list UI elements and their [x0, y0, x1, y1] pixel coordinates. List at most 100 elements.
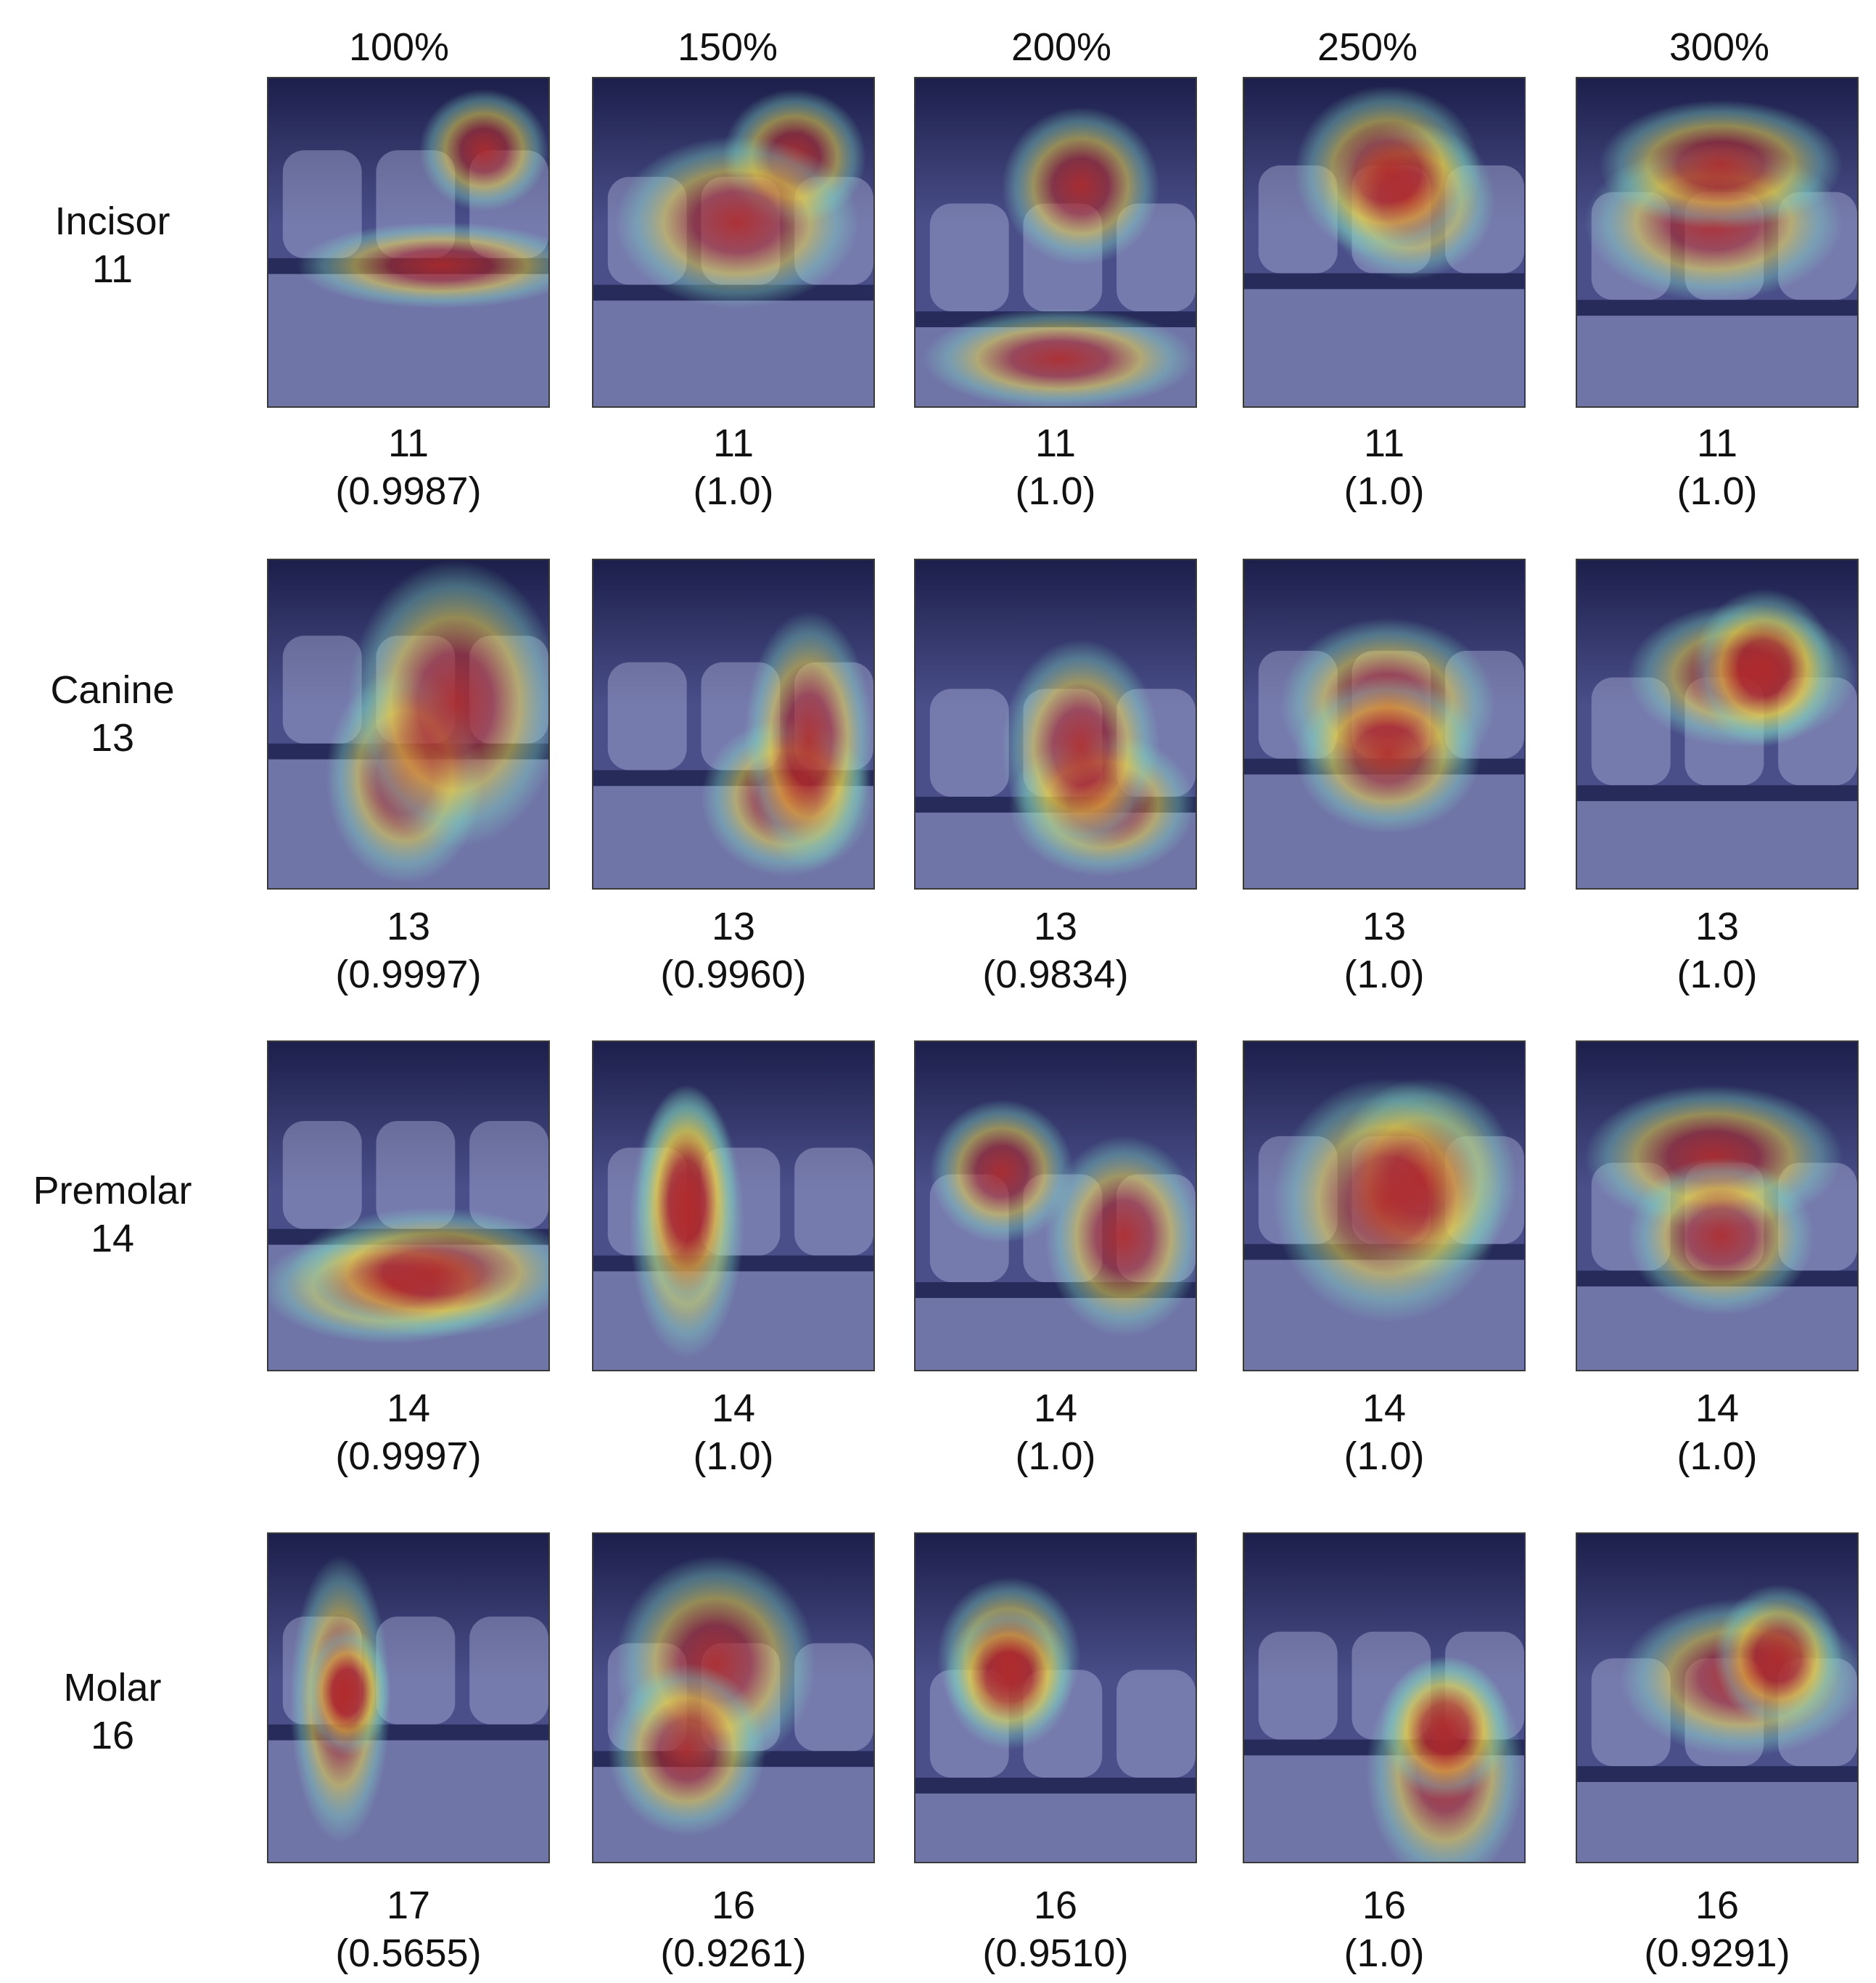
prediction-confidence: (0.9997) — [335, 1434, 482, 1478]
gradcam-heatmap-tile — [1576, 77, 1859, 408]
column-header-100: 100% — [348, 25, 450, 69]
prediction-confidence: (0.9261) — [660, 1931, 807, 1975]
heat-spot — [1714, 1584, 1843, 1728]
column-header-200: 200% — [1011, 25, 1112, 69]
occlusal-gap — [1577, 785, 1857, 802]
column-header-150: 150% — [677, 25, 778, 69]
tooth-silhouette — [1258, 1631, 1338, 1740]
row-tooth-number: 13 — [90, 716, 135, 760]
row-tooth-number: 11 — [91, 247, 133, 291]
heatmap-image — [268, 1534, 548, 1862]
heatmap-image — [1244, 1534, 1524, 1862]
tooth-silhouette — [607, 662, 687, 771]
prediction-confidence: (1.0) — [1677, 1434, 1758, 1478]
heat-spot — [922, 308, 1196, 406]
heatmap-image — [268, 560, 548, 888]
tooth-silhouette — [929, 689, 1009, 797]
lower-teeth — [1577, 801, 1857, 888]
lower-teeth — [1577, 1781, 1857, 1862]
heatmap-image — [916, 78, 1196, 406]
gradcam-heatmap-tile — [592, 77, 875, 408]
prediction-confidence: (1.0) — [1344, 469, 1425, 513]
heatmap-image — [1244, 78, 1524, 406]
gradcam-heatmap-tile — [267, 1040, 550, 1371]
gradcam-heatmap-tile — [1576, 1532, 1859, 1863]
heatmap-image — [268, 78, 548, 406]
heatmap-image — [1577, 78, 1857, 406]
heatmap-image — [1244, 560, 1524, 888]
prediction-confidence: (1.0) — [1015, 469, 1096, 513]
predicted-tooth: 13 — [1695, 905, 1740, 948]
tooth-silhouette — [376, 1616, 456, 1725]
predicted-tooth: 16 — [711, 1884, 756, 1927]
heat-spot — [297, 222, 548, 309]
predicted-tooth: 13 — [711, 905, 756, 948]
heatmap-image — [593, 1042, 873, 1370]
prediction-caption: 11 (1.0) — [914, 419, 1197, 515]
heatmap-image — [1577, 1042, 1857, 1370]
tooth-silhouette — [282, 150, 362, 258]
heatmap-image — [916, 1534, 1196, 1862]
heat-spot — [744, 610, 873, 870]
tooth-silhouette — [282, 1121, 362, 1229]
predicted-tooth: 16 — [1362, 1884, 1407, 1927]
prediction-caption: 14 (1.0) — [1576, 1384, 1859, 1480]
heatmap-image — [268, 1042, 548, 1370]
tooth-silhouette — [376, 1121, 456, 1229]
occlusal-gap — [1244, 273, 1524, 290]
heat-spot — [1692, 588, 1836, 747]
prediction-caption: 13 (1.0) — [1576, 903, 1859, 998]
tooth-silhouette — [794, 1147, 873, 1256]
predicted-tooth: 14 — [1033, 1387, 1078, 1430]
prediction-confidence: (1.0) — [693, 1434, 774, 1478]
predicted-tooth: 14 — [711, 1387, 756, 1430]
prediction-confidence: (0.9510) — [982, 1931, 1129, 1975]
prediction-caption: 14 (0.9997) — [267, 1384, 550, 1480]
heatmap-image — [1577, 560, 1857, 888]
predicted-tooth: 16 — [1033, 1884, 1078, 1927]
heat-spot — [304, 1627, 391, 1757]
heatmap-image — [593, 1534, 873, 1862]
tooth-silhouette — [929, 203, 1009, 312]
predicted-tooth: 11 — [1696, 422, 1738, 465]
heat-spot — [289, 1207, 548, 1337]
prediction-caption: 13 (0.9960) — [592, 903, 875, 998]
prediction-caption: 17 (0.5655) — [267, 1881, 550, 1977]
prediction-caption: 11 (1.0) — [1243, 419, 1526, 515]
prediction-caption: 16 (1.0) — [1243, 1881, 1526, 1977]
row-label-incisor: Incisor 11 — [7, 197, 218, 293]
gradcam-heatmap-tile — [1243, 77, 1526, 408]
occlusal-gap — [916, 1778, 1196, 1794]
predicted-tooth: 16 — [1695, 1884, 1740, 1927]
prediction-confidence: (0.9997) — [335, 953, 482, 996]
heat-spot — [1598, 99, 1843, 230]
tooth-silhouette — [469, 1616, 548, 1725]
predicted-tooth: 13 — [1362, 905, 1407, 948]
prediction-confidence: (0.9987) — [335, 469, 482, 513]
predicted-tooth: 11 — [387, 422, 429, 465]
heat-spot — [614, 136, 860, 309]
gradcam-heatmap-tile — [592, 1532, 875, 1863]
heat-spot — [419, 89, 548, 212]
heat-spot — [1381, 1656, 1510, 1800]
gradcam-heatmap-tile — [1576, 559, 1859, 890]
heat-spot — [1045, 1135, 1196, 1337]
predicted-tooth: 14 — [1362, 1387, 1407, 1430]
prediction-confidence: (0.5655) — [335, 1931, 482, 1975]
heatmap-image — [593, 78, 873, 406]
predicted-tooth: 13 — [1033, 905, 1078, 948]
gradcam-heatmap-tile — [592, 559, 875, 890]
gradcam-heatmap-tile — [267, 559, 550, 890]
heat-spot — [1001, 107, 1160, 266]
row-tooth-number: 16 — [90, 1714, 135, 1757]
heatmap-image — [1244, 1042, 1524, 1370]
prediction-caption: 11 (1.0) — [592, 419, 875, 515]
predicted-tooth: 14 — [1695, 1387, 1740, 1430]
gradcam-heatmap-tile — [914, 1532, 1197, 1863]
predicted-tooth: 13 — [386, 905, 431, 948]
gradcam-heatmap-tile — [914, 559, 1197, 890]
gradcam-heatmap-tile — [1243, 1040, 1526, 1371]
prediction-caption: 14 (1.0) — [1243, 1384, 1526, 1480]
tooth-silhouette — [1116, 1670, 1196, 1778]
prediction-caption: 13 (0.9997) — [267, 903, 550, 998]
